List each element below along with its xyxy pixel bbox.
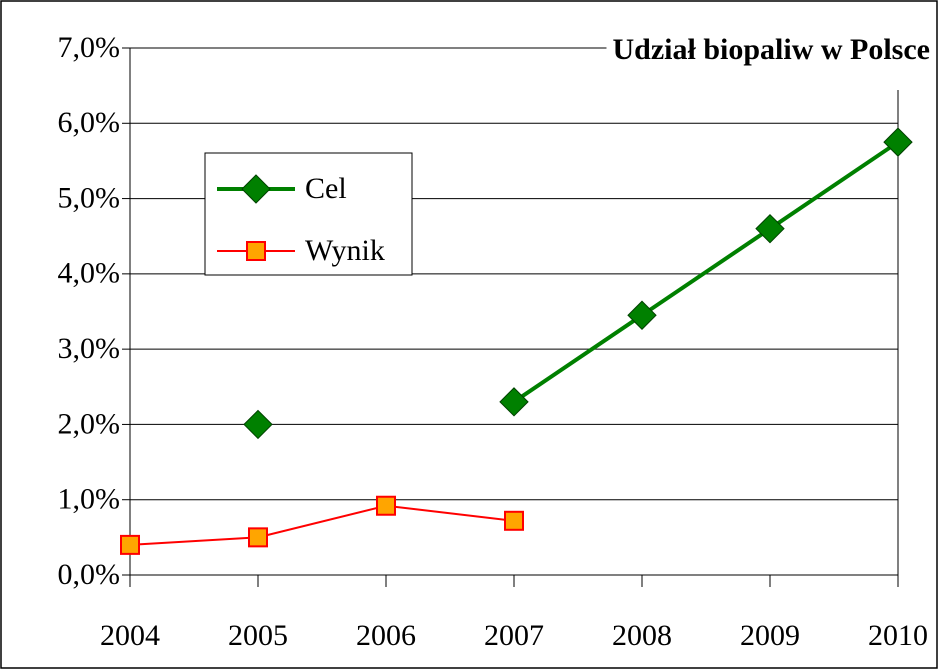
x-tick-label: 2007 (484, 619, 544, 652)
y-tick-label: 1,0% (58, 483, 121, 516)
title-bg (606, 30, 934, 68)
y-tick-label: 0,0% (58, 558, 121, 591)
x-tick-label: 2005 (228, 619, 288, 652)
marker (499, 387, 529, 417)
y-tick-label: 4,0% (58, 257, 121, 290)
legend-label: Wynik (305, 234, 385, 267)
legend-label: Cel (305, 172, 347, 205)
marker (248, 527, 268, 548)
marker (120, 534, 140, 555)
series-line (129, 504, 515, 546)
y-tick-label: 5,0% (58, 181, 121, 214)
x-tick-label: 2006 (356, 619, 416, 652)
y-tick-label: 6,0% (58, 106, 121, 139)
x-tick-label: 2008 (612, 619, 672, 652)
marker (243, 409, 273, 440)
marker (504, 510, 524, 531)
chart-title: Udział biopaliw w Polsce (612, 33, 930, 66)
marker (627, 300, 657, 330)
x-tick-label: 2010 (868, 619, 928, 652)
legend-marker (241, 174, 271, 204)
y-tick-label: 3,0% (58, 332, 121, 365)
series-line (512, 140, 900, 404)
y-tick-label: 2,0% (58, 407, 121, 440)
marker (376, 495, 396, 516)
x-tick-label: 2009 (740, 619, 800, 652)
marker (883, 127, 913, 157)
x-tick-label: 2004 (100, 619, 160, 652)
legend-box (204, 152, 413, 276)
legend-marker (246, 241, 266, 261)
marker (755, 213, 785, 244)
y-tick-label: 7,0% (58, 31, 121, 64)
